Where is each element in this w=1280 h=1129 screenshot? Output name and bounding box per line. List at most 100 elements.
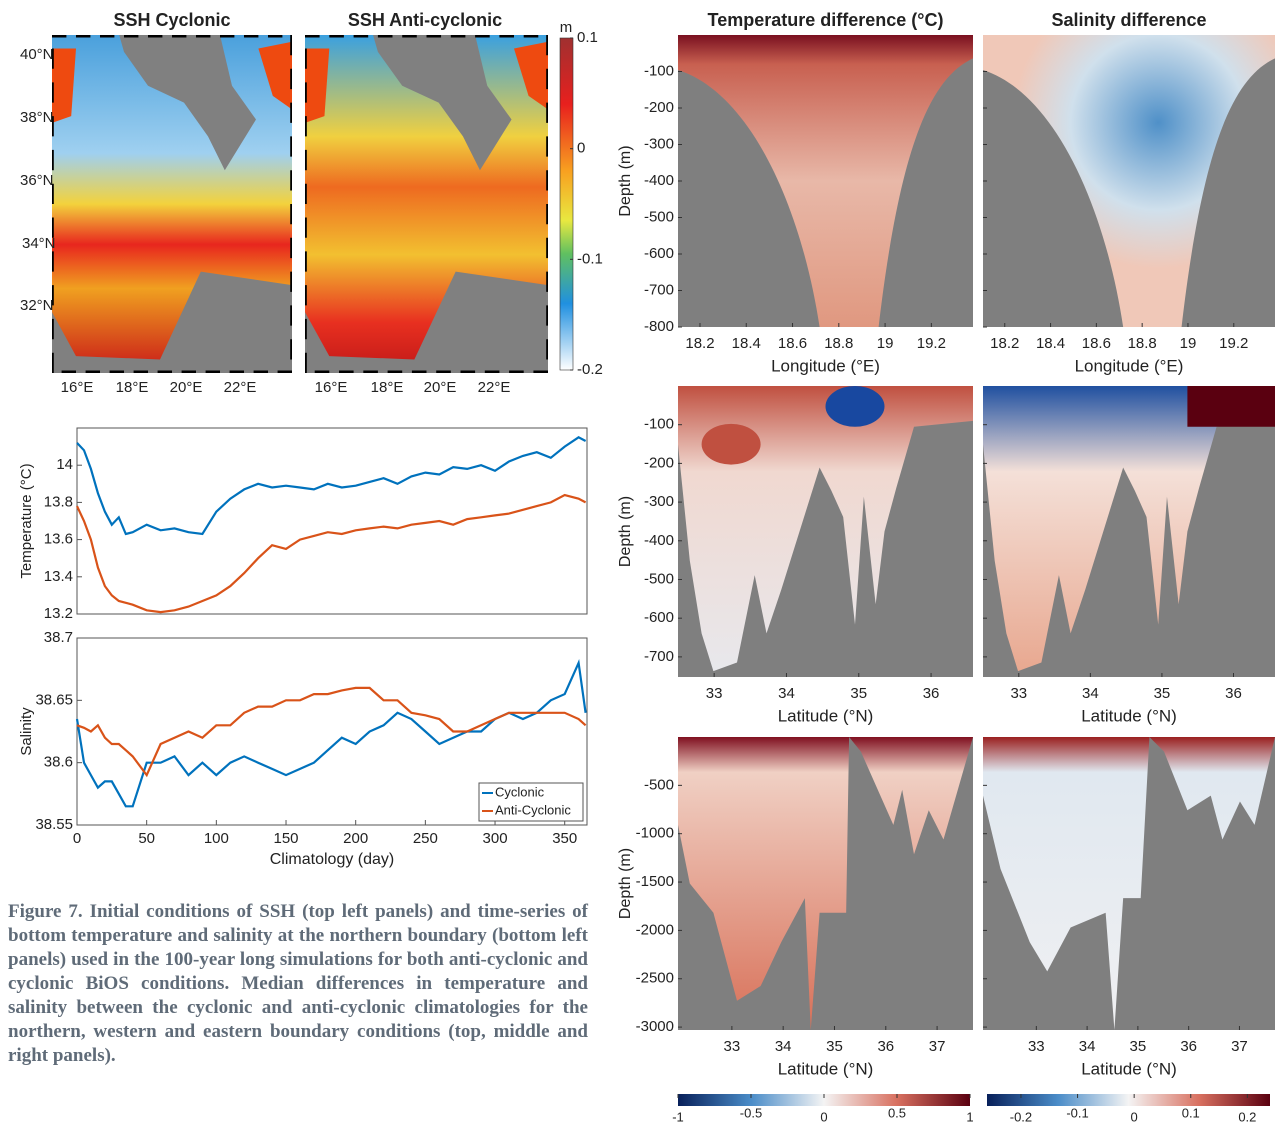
colorbar-tick-label: 0 [577, 140, 585, 157]
x-tick-label: 150 [274, 830, 299, 847]
y-tick-label: -100 [644, 416, 674, 433]
x-tick-label: 18.2 [990, 335, 1019, 352]
lat-label: 34°N [22, 235, 56, 252]
y-tick-label: 13.2 [44, 605, 73, 622]
x-tick-label: 250 [413, 830, 438, 847]
colorbar-tick-label: -0.2 [1010, 1109, 1032, 1124]
lat-label: 32°N [20, 297, 54, 314]
x-tick-label: 35 [1130, 1038, 1147, 1055]
y-tick-label: -700 [644, 281, 674, 298]
y-tick-label: -400 [644, 172, 674, 189]
colorbar-tick-label: -0.5 [740, 1105, 762, 1120]
x-tick-label: 18.4 [732, 335, 761, 352]
section-image [983, 386, 1275, 677]
x-tick-label: 19.2 [917, 335, 946, 352]
x-tick-label: 36 [1225, 685, 1242, 702]
section-image [678, 737, 973, 1030]
x-tick-label: 34 [1079, 1038, 1096, 1055]
x-tick-label: 100 [204, 830, 229, 847]
series-line [76, 436, 587, 536]
colorbar-tick-label: 0.5 [888, 1105, 906, 1120]
lon-label: 22°E [224, 379, 257, 396]
section-images [678, 35, 1275, 1030]
lon-label: 20°E [170, 379, 203, 396]
ssh-map-cyclonic [52, 35, 292, 373]
x-tick-label: 350 [552, 830, 577, 847]
x-axis-label: Longitude (°E) [771, 356, 880, 375]
y-tick-label: -2000 [636, 921, 674, 938]
section-image [983, 737, 1275, 1030]
y-axis-label: Depth (m) [617, 848, 634, 919]
y-tick-label: -300 [644, 135, 674, 152]
colorbar-tick-label: -0.2 [577, 361, 603, 378]
colorbar [987, 1094, 1270, 1106]
x-tick-label: 200 [343, 830, 368, 847]
x-tick-label: 50 [138, 830, 155, 847]
y-tick-label: 13.6 [44, 531, 73, 548]
x-axis-label: Latitude (°N) [778, 1059, 874, 1078]
x-tick-label: 33 [1028, 1038, 1045, 1055]
x-tick-label: 33 [1010, 685, 1027, 702]
series-line [76, 493, 587, 614]
y-tick-label: 38.55 [35, 816, 73, 833]
x-tick-label: 33 [724, 1038, 741, 1055]
x-tick-label: 37 [929, 1038, 946, 1055]
map-title: SSH Anti-cyclonic [348, 10, 502, 30]
x-tick-label: 34 [775, 1038, 792, 1055]
x-tick-label: 18.8 [824, 335, 853, 352]
x-tick-label: 18.4 [1036, 335, 1065, 352]
y-tick-label: 13.8 [44, 493, 73, 510]
section-image [983, 35, 1275, 327]
colorbar-tick-label: -0.1 [577, 250, 603, 267]
y-axis-label: Salinity [18, 707, 35, 756]
colorbar-tick-label: 0.2 [1238, 1109, 1256, 1124]
x-tick-label: 34 [778, 685, 795, 702]
legend-label: Anti-Cyclonic [495, 802, 571, 817]
y-tick-label: -300 [644, 493, 674, 510]
y-tick-label: -500 [644, 208, 674, 225]
x-axis-label: Latitude (°N) [778, 706, 874, 725]
axes-frame [76, 427, 588, 615]
lon-label: 16°E [61, 379, 94, 396]
x-tick-label: 33 [706, 685, 723, 702]
x-tick-label: 35 [1154, 685, 1171, 702]
lon-label: 20°E [424, 379, 457, 396]
lat-label: 38°N [20, 109, 54, 126]
y-tick-label: -400 [644, 532, 674, 549]
x-tick-label: 19 [877, 335, 894, 352]
y-tick-label: -1500 [636, 873, 674, 890]
colorbar-tick-label: 0.1 [577, 29, 598, 46]
lat-label: 36°N [20, 172, 54, 189]
y-tick-label: -100 [644, 62, 674, 79]
y-tick-label: -200 [644, 99, 674, 116]
x-tick-label: 18.8 [1128, 335, 1157, 352]
x-tick-label: 300 [483, 830, 508, 847]
x-tick-label: 36 [923, 685, 940, 702]
y-tick-label: -600 [644, 609, 674, 626]
y-tick-label: 38.65 [35, 691, 73, 708]
y-tick-label: -200 [644, 454, 674, 471]
colorbar-unit: m [560, 19, 573, 36]
x-tick-label: 18.6 [1082, 335, 1111, 352]
x-axis-label: Latitude (°N) [1081, 706, 1177, 725]
map-image [52, 35, 292, 373]
y-tick-label: -2500 [636, 970, 674, 987]
legend-label: Cyclonic [495, 784, 545, 799]
x-tick-label: 35 [850, 685, 867, 702]
lat-label: 40°N [20, 46, 54, 63]
colorbar-tick-label: 0 [820, 1109, 827, 1124]
ssh-map-anticyclonic [305, 35, 548, 373]
y-tick-label: -800 [644, 318, 674, 335]
x-axis-label: Climatology (day) [270, 851, 394, 868]
x-tick-label: 36 [877, 1038, 894, 1055]
y-tick-label: 38.6 [44, 754, 73, 771]
axes-frame [76, 637, 588, 826]
y-tick-label: -700 [644, 648, 674, 665]
caption: Figure 7. Initial conditions of SSH (top… [8, 901, 588, 1066]
y-tick-label: 38.7 [44, 629, 73, 646]
x-axis-label: Latitude (°N) [1081, 1059, 1177, 1078]
lon-label: 16°E [315, 379, 348, 396]
